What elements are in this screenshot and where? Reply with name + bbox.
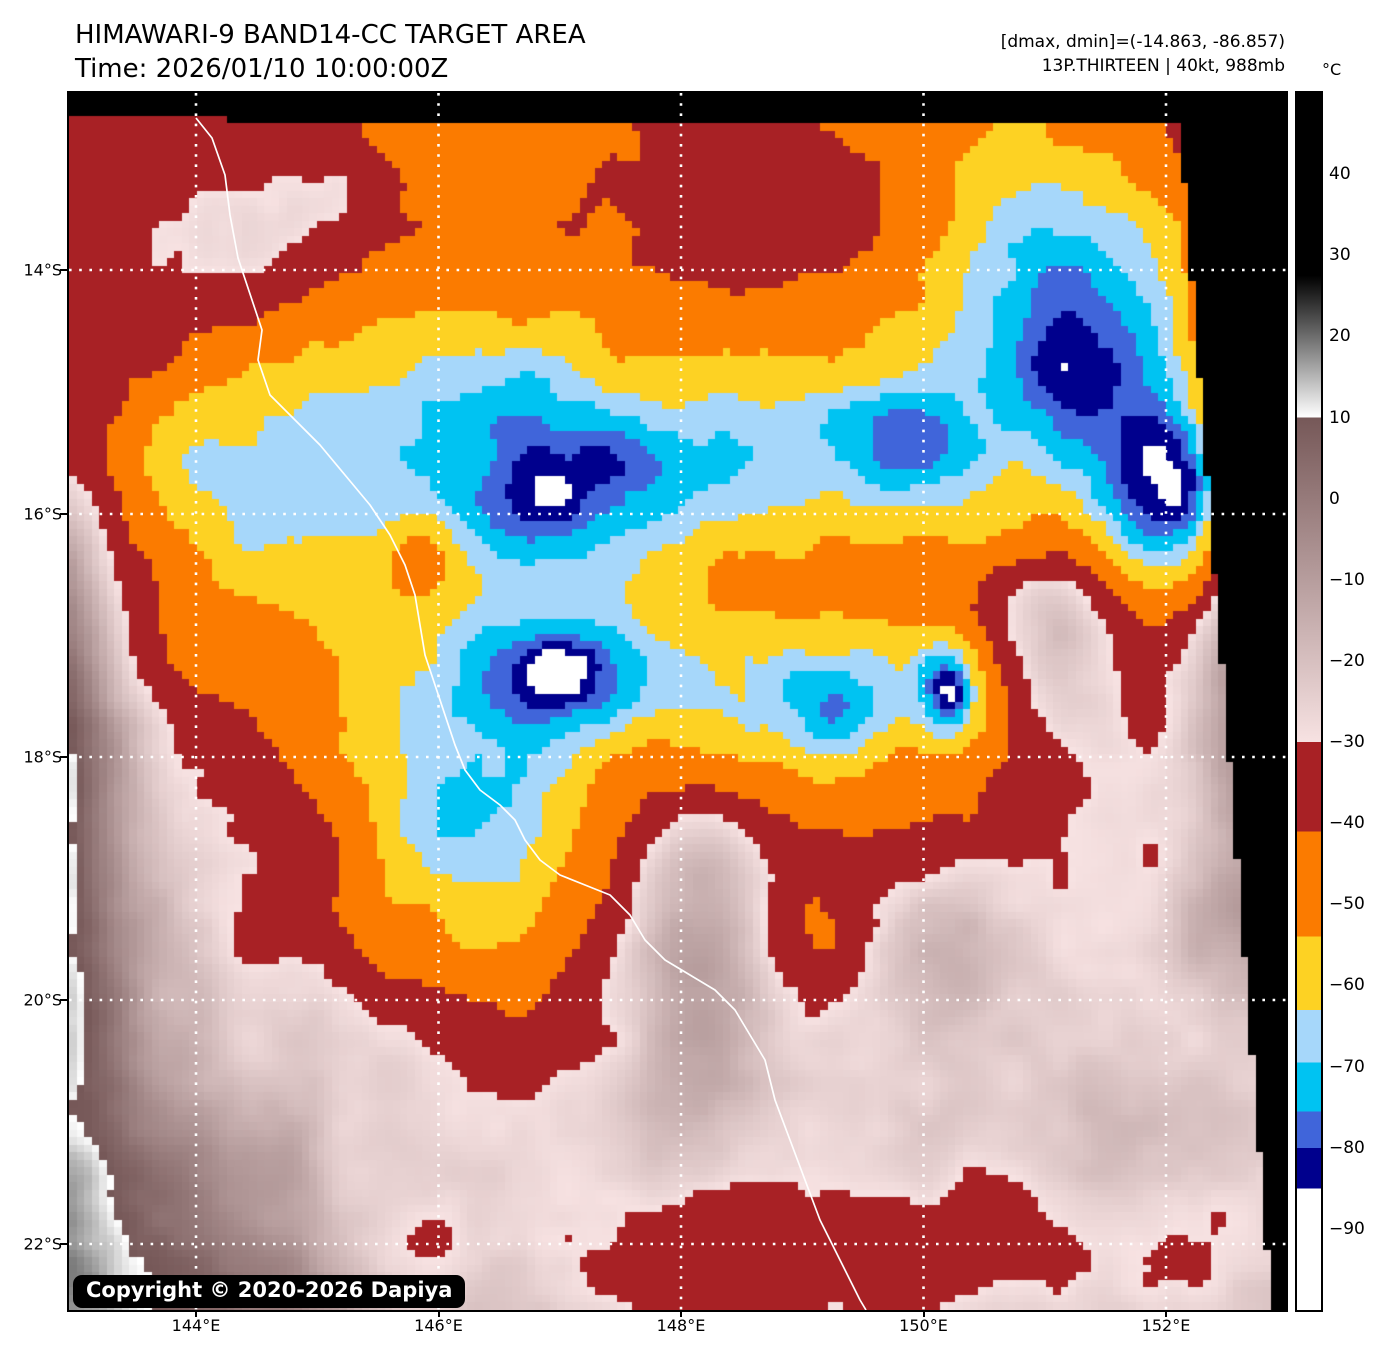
axis-tick-mark [60,999,67,1001]
lat-tick-label: 18°S [23,747,62,767]
colorbar-tick-label: 0 [1329,488,1340,509]
lon-tick-label: 152°E [1141,1316,1191,1335]
colorbar-tick-label: −90 [1329,1218,1365,1239]
colorbar-tick-label: 10 [1329,407,1351,428]
time-subtitle: Time: 2026/01/10 10:00:00Z [75,54,449,84]
lat-tick-label: 22°S [23,1234,62,1254]
colorbar-tick-label: 30 [1329,245,1351,266]
title-block: HIMAWARI-9 BAND14-CC TARGET AREA Time: 2… [75,18,586,86]
axis-tick-mark [60,756,67,758]
satellite-imagery-canvas [69,93,1286,1310]
lon-tick-label: 144°E [171,1316,221,1335]
lon-tick-label: 150°E [899,1316,948,1335]
lat-tick-label: 20°S [23,990,62,1010]
page-title: HIMAWARI-9 BAND14-CC TARGET AREA [75,20,586,50]
axis-tick-mark [60,513,67,515]
colorbar-tick-label: 20 [1329,326,1351,347]
lon-tick-label: 148°E [656,1316,706,1335]
colorbar-tick-label: −40 [1329,813,1365,834]
copyright-badge: Copyright © 2020-2026 Dapiya [73,1275,466,1308]
satellite-map: Copyright © 2020-2026 Dapiya [67,91,1288,1312]
annotation-storm-info: 13P.THIRTEEN | 40kt, 988mb [1041,56,1285,76]
axis-tick-mark [60,269,67,271]
axis-tick-mark [195,1310,197,1317]
colorbar-unit-label: °C [1322,60,1342,79]
lat-tick-label: 14°S [23,260,62,280]
coastline [195,117,867,1310]
colorbar [1295,91,1323,1312]
colorbar-tick-label: −10 [1329,569,1365,590]
axis-tick-mark [437,1310,440,1317]
colorbar-tick-label: −50 [1329,894,1365,915]
annotation-block: [dmax, dmin]=(-14.863, -86.857) 13P.THIR… [1001,30,1285,78]
colorbar-tick-label: −80 [1329,1137,1365,1158]
colorbar-tick-label: −20 [1329,650,1365,671]
axis-tick-mark [680,1310,682,1317]
colorbar-tick-label: 40 [1329,164,1351,185]
colorbar-tick-label: −30 [1329,732,1365,753]
axis-tick-mark [1165,1310,1167,1317]
map-overlay-svg [69,93,1286,1310]
lat-tick-label: 16°S [23,504,62,524]
colorbar-tick-label: −70 [1329,1056,1365,1077]
colorbar-tick-label: −60 [1329,975,1365,996]
annotation-dmax-dmin: [dmax, dmin]=(-14.863, -86.857) [1000,32,1285,52]
axis-tick-mark [922,1310,925,1317]
lon-tick-label: 146°E [414,1316,463,1335]
axis-tick-mark [60,1243,67,1245]
